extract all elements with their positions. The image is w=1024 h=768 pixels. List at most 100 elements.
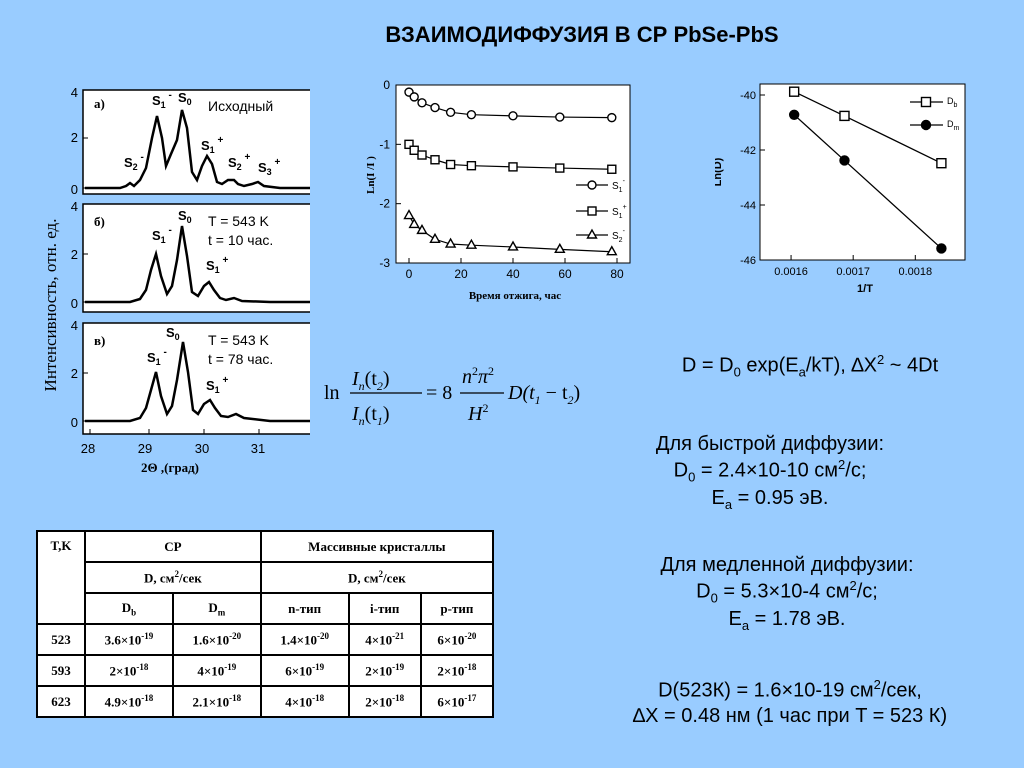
xrd-x-axis: 28 29 30 31 2Θ ,(град) — [81, 429, 265, 475]
slow-diffusion-title: Для медленной диффузии: — [660, 554, 914, 576]
cell-n: 4×10-18 — [259, 685, 350, 718]
legend-marker — [587, 180, 597, 190]
legend-marker — [920, 96, 932, 108]
data-point — [445, 159, 456, 170]
data-point — [936, 157, 947, 169]
xrd-figure: Интенсивность, отн. ед. а) Исходный 4 2 … — [41, 85, 310, 475]
fast-diffusion-block: Для быстрой диффузии: D0 = 2.4×10-10 см2… — [560, 432, 980, 513]
data-point — [416, 223, 428, 235]
data-point — [404, 139, 414, 150]
cell-t: 623 — [36, 685, 86, 718]
formula-ln: ln — [324, 382, 340, 404]
cell-dm: 2.1×10-18 — [171, 685, 262, 718]
panel-label: в) — [94, 333, 105, 348]
data-point — [445, 107, 456, 117]
chart1-series — [403, 87, 618, 256]
y-tick: 2 — [71, 366, 78, 381]
fast-diffusion-d0: D0 = 2.4×10-10 см2/с; — [673, 457, 867, 485]
formula-numerator: In(t2) — [351, 368, 390, 393]
y-tick: 0 — [71, 182, 78, 197]
chart1-ticks: 0 20 40 60 80 0 -1 -2 -3 — [379, 78, 624, 281]
ln-intensity-chart: 0 20 40 60 800-1-2-3 S1-S1+S2- Время отжига,… — [365, 78, 631, 302]
y-tick: 2 — [71, 130, 78, 145]
xrd-panel-a: а) Исходный 4 2 0 S1 - S0 S1 + S2 - S2 +… — [71, 85, 310, 197]
header-db: Db — [84, 592, 174, 625]
table-row: 593 2×10-18 4×10-19 6×10-19 2×10-19 2×10… — [36, 654, 495, 687]
panel-note: T = 543 K — [208, 332, 270, 348]
y-tick: 4 — [71, 199, 78, 214]
xrd-curve — [85, 341, 310, 423]
cell-t: 523 — [36, 623, 86, 656]
data-point — [408, 218, 420, 229]
cell-i: 4×10-21 — [347, 623, 422, 656]
y-tick-label: -44 — [740, 200, 756, 212]
y-tick-label: -46 — [740, 255, 756, 267]
data-point — [607, 112, 617, 123]
chart2-xlabel: 1/T — [857, 283, 873, 295]
y-tick-label: -42 — [740, 145, 756, 157]
x-tick-label: 0.0018 — [898, 266, 932, 278]
cell-p: 6×10-17 — [419, 685, 495, 718]
y-tick-label: -3 — [379, 256, 390, 270]
diffusion-table: T,K CP Массивные кристаллы D, см2/сек D,… — [36, 530, 495, 718]
data-point — [607, 164, 617, 174]
data-point — [409, 145, 419, 155]
x-tick-label: 80 — [610, 267, 624, 281]
panel-note: Исходный — [208, 98, 273, 114]
xrd-ylabel: Интенсивность, отн. ед. — [41, 219, 60, 392]
data-point — [409, 92, 419, 102]
panel-frame — [82, 89, 310, 195]
header-d-sr: D, см2/сек — [84, 561, 262, 594]
plot-area — [759, 83, 966, 261]
slide-title: ВЗАИМОДИФФУЗИЯ В СР PbSe-PbS — [0, 22, 1024, 48]
slow-diffusion-ea: Ea = 1.78 эВ. — [728, 607, 846, 633]
header-dm: Dm — [171, 592, 262, 625]
slide-title-text: ВЗАИМОДИФФУЗИЯ В СР PbSe-PbS — [385, 22, 779, 47]
data-point — [606, 245, 618, 256]
data-point — [444, 237, 457, 248]
cell-n: 1.4×10-20 — [259, 623, 350, 656]
cell-db: 2×10-18 — [84, 654, 174, 687]
cell-dm: 1.6×10-20 — [171, 623, 262, 656]
d523-value: D(523К) = 1.6×10-19 см2/сек, — [658, 677, 922, 702]
header-n: n-тип — [259, 592, 350, 625]
cell-t: 593 — [36, 654, 86, 687]
data-point — [403, 209, 415, 220]
data-point — [417, 98, 427, 108]
arrhenius-equation: D = D0 exp(Ea/kT), ∆X2 ~ 4Dt — [681, 352, 939, 380]
data-point — [417, 150, 427, 160]
formula-d: D(t1 − t2) — [507, 382, 580, 407]
formula-n-pi: n2π2 — [462, 364, 494, 388]
fast-diffusion-title: Для быстрой диффузии: — [655, 433, 885, 455]
x-tick-label: 60 — [558, 267, 572, 281]
x-tick: 31 — [251, 441, 265, 456]
cell-p: 6×10-20 — [419, 623, 495, 656]
data-point — [508, 111, 518, 121]
panel-label: а) — [94, 96, 105, 111]
xrd-xlabel: 2Θ ,(град) — [141, 460, 199, 475]
data-point — [430, 102, 440, 113]
data-point — [429, 232, 441, 243]
x-tick-label: 0.0017 — [836, 266, 870, 278]
y-tick: 4 — [71, 85, 78, 100]
cell-i: 2×10-19 — [347, 654, 422, 687]
panel-note: T = 543 K — [208, 213, 270, 229]
slow-diffusion-d0: D0 = 5.3×10-4 см2/с; — [696, 578, 878, 606]
data-point — [839, 155, 850, 166]
y-tick-label: -40 — [740, 90, 756, 102]
data-point — [936, 243, 947, 254]
data-point — [788, 109, 800, 120]
x-tick-label: 0 — [406, 267, 413, 281]
legend-marker — [587, 206, 597, 216]
d523-block: D(523К) = 1.6×10-19 см2/сек, ∆X = 0.48 н… — [560, 677, 1020, 729]
x-tick: 28 — [81, 441, 95, 456]
header-bulk: Массивные кристаллы — [259, 530, 495, 563]
data-point — [788, 86, 800, 97]
panel-frame — [82, 322, 310, 435]
xrd-panel-c: в) T = 543 K t = 78 час. 4 2 0 S1 - S0 S… — [71, 318, 310, 435]
cell-db: 4.9×10-18 — [84, 685, 174, 718]
header-d-bulk: D, см2/сек — [259, 561, 495, 594]
svg-text:Ln(I /I ): Ln(I /I ) — [365, 156, 377, 194]
data-point — [554, 242, 566, 254]
